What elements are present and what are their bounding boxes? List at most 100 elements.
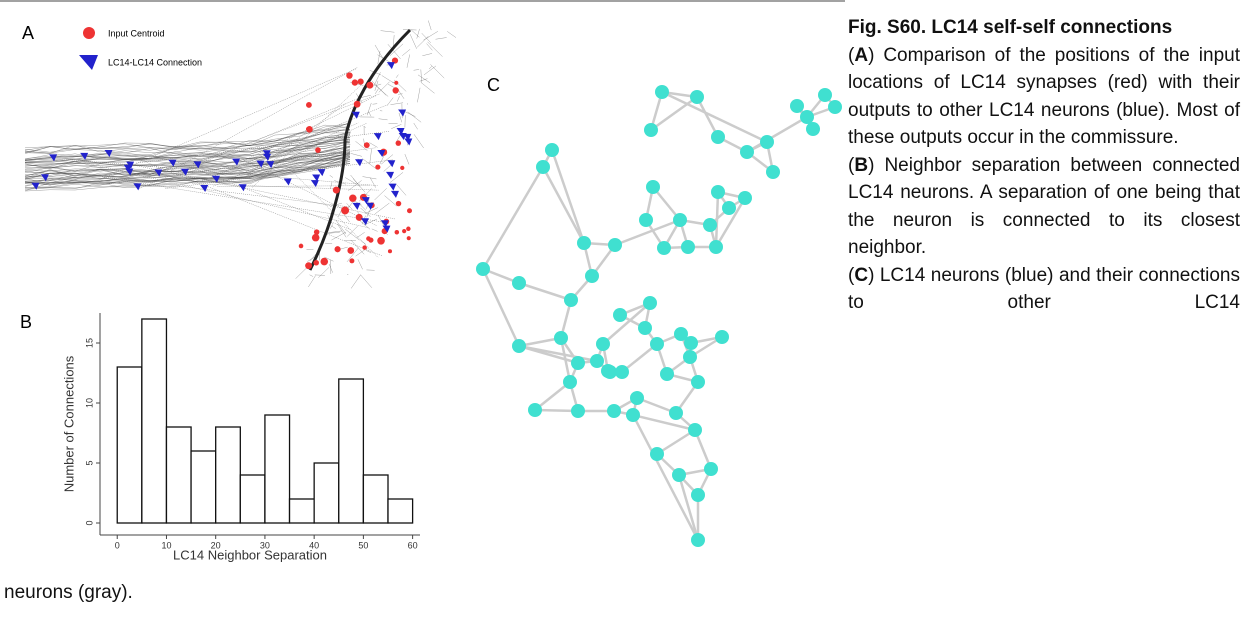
histogram: 0 10 20 30 40 50 60 0 5 10 15 LC14 Neighbor Separat… bbox=[61, 313, 420, 562]
fiber bbox=[417, 87, 421, 103]
node bbox=[607, 404, 621, 418]
node bbox=[690, 90, 704, 104]
bar bbox=[387, 498, 414, 524]
fiber bbox=[363, 126, 366, 128]
node bbox=[608, 238, 622, 252]
connection-marker bbox=[238, 184, 247, 192]
fiber bbox=[423, 65, 437, 76]
fiber bbox=[24, 136, 351, 161]
node bbox=[590, 354, 604, 368]
fiber bbox=[381, 154, 394, 165]
fiber bbox=[447, 31, 457, 38]
fiber bbox=[362, 158, 378, 170]
connection-marker bbox=[390, 190, 399, 198]
fiber bbox=[24, 154, 351, 183]
fiber bbox=[395, 183, 407, 196]
projection bbox=[101, 176, 350, 208]
projection bbox=[252, 81, 365, 188]
edge bbox=[534, 381, 571, 411]
node bbox=[688, 423, 702, 437]
projection bbox=[108, 147, 376, 185]
x-tick-label: 40 bbox=[309, 540, 319, 550]
input-centroid bbox=[320, 257, 329, 266]
edge bbox=[550, 149, 586, 244]
fiber bbox=[413, 122, 418, 130]
node bbox=[818, 88, 832, 102]
projection bbox=[62, 158, 378, 186]
fiber bbox=[346, 203, 353, 210]
fiber bbox=[417, 36, 429, 48]
fiber bbox=[428, 20, 432, 31]
node bbox=[596, 337, 610, 351]
fiber bbox=[329, 263, 333, 273]
input-centroid bbox=[349, 258, 355, 264]
connection-marker bbox=[31, 182, 40, 190]
node bbox=[800, 110, 814, 124]
projection bbox=[213, 122, 359, 187]
fiber bbox=[337, 223, 347, 238]
edge bbox=[518, 281, 572, 302]
input-centroid bbox=[313, 229, 320, 235]
projection bbox=[133, 164, 396, 220]
fiber bbox=[350, 174, 360, 187]
caption-paragraph: (C) LC14 neurons (blue) and their connec… bbox=[848, 262, 1240, 317]
edge bbox=[714, 197, 747, 248]
fiber bbox=[24, 122, 351, 154]
projection bbox=[165, 159, 394, 189]
fiber bbox=[371, 228, 378, 232]
edge bbox=[661, 90, 768, 144]
fiber bbox=[330, 181, 333, 189]
projection bbox=[135, 131, 390, 164]
connection-marker bbox=[310, 180, 319, 188]
edge bbox=[534, 408, 579, 413]
input-centroid bbox=[391, 57, 399, 64]
fiber bbox=[376, 83, 382, 86]
bar bbox=[141, 318, 168, 524]
commissure bbox=[308, 28, 412, 271]
connection-marker bbox=[387, 160, 396, 168]
fiber bbox=[24, 163, 351, 189]
projection bbox=[178, 162, 351, 230]
node bbox=[660, 367, 674, 381]
projection bbox=[247, 103, 346, 176]
x-tick-label: 50 bbox=[358, 540, 368, 550]
projection bbox=[275, 158, 341, 165]
fiber bbox=[24, 146, 351, 176]
connection-marker bbox=[386, 171, 395, 179]
fiber bbox=[358, 203, 367, 211]
node bbox=[673, 213, 687, 227]
node bbox=[643, 296, 657, 310]
fiber bbox=[24, 154, 351, 182]
fiber bbox=[343, 214, 350, 223]
input-centroid bbox=[298, 243, 304, 249]
fiber bbox=[422, 53, 433, 56]
node bbox=[615, 365, 629, 379]
input-centroid bbox=[349, 194, 357, 202]
connection-marker bbox=[256, 160, 265, 168]
fiber bbox=[24, 135, 351, 162]
fiber bbox=[331, 231, 347, 241]
edge bbox=[693, 429, 713, 470]
fiber bbox=[378, 118, 388, 121]
fiber bbox=[357, 259, 363, 270]
input-centroid bbox=[305, 126, 311, 132]
bar bbox=[190, 450, 217, 524]
caption: Fig. S60. LC14 self-self connections (A)… bbox=[848, 14, 1240, 317]
network bbox=[476, 85, 842, 547]
bar bbox=[264, 414, 291, 524]
edge bbox=[632, 413, 696, 432]
fiber bbox=[391, 124, 402, 129]
caption-text: ) Neighbor separation between connected … bbox=[848, 154, 1240, 259]
fiber bbox=[396, 134, 401, 142]
fiber bbox=[389, 172, 404, 183]
input-centroid bbox=[377, 236, 385, 245]
x-tick-label: 20 bbox=[211, 540, 221, 550]
node bbox=[709, 240, 723, 254]
node bbox=[650, 447, 664, 461]
fiber bbox=[350, 153, 362, 157]
input-centroid bbox=[313, 259, 319, 266]
input-centroid bbox=[305, 262, 313, 270]
node bbox=[669, 406, 683, 420]
connection-marker bbox=[386, 62, 395, 70]
connection-marker bbox=[312, 174, 321, 182]
